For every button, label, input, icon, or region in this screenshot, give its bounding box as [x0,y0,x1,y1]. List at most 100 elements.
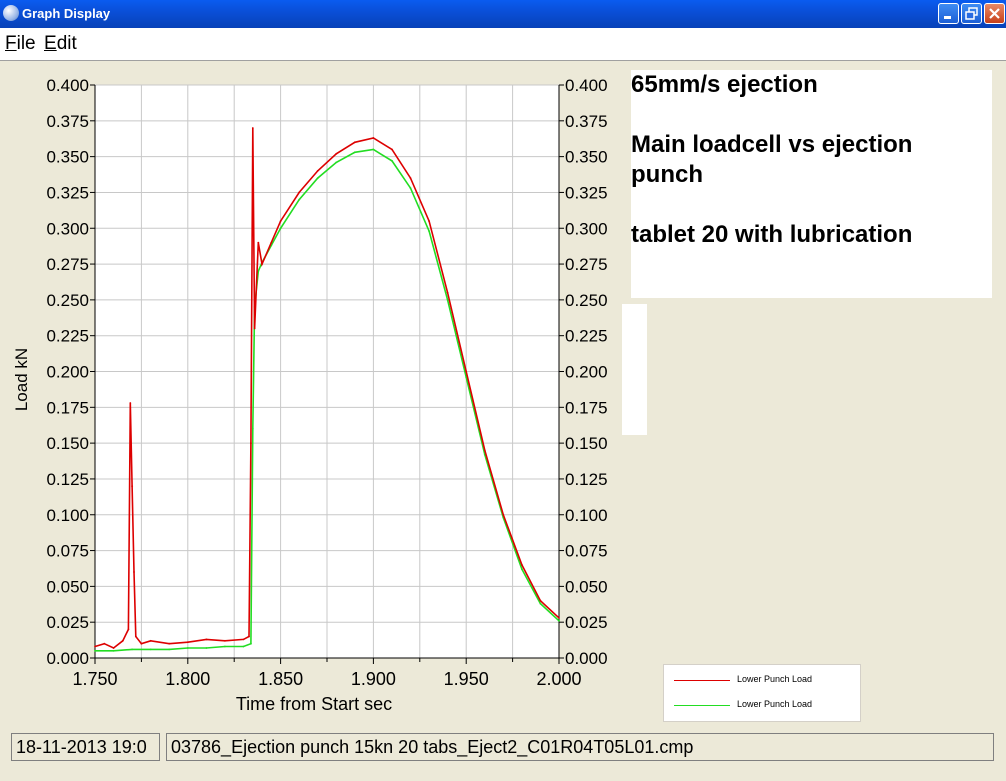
legend-swatch-green [674,705,730,706]
y-tick-label-right: 0.325 [565,183,608,202]
series-point [131,648,134,651]
x-tick-label: 1.800 [165,669,210,689]
series-point [502,513,505,516]
y-tick-label-left: 0.325 [46,183,89,202]
series-point [129,402,132,404]
legend-label-1: Lower Punch Load [737,674,813,684]
minimize-icon [944,16,951,19]
series-point [140,642,143,645]
series-point [131,485,134,487]
series-point [224,639,226,642]
x-tick-label: 1.850 [258,669,303,689]
series-point [94,645,96,648]
notes-line-2: Main loadcell vs ejection [631,131,913,158]
series-point [298,191,301,194]
close-button[interactable] [984,3,1005,24]
series-point [112,649,115,652]
series-point [186,641,189,644]
series-point [250,642,252,645]
series-point [372,148,375,151]
series-point [446,291,449,294]
series-point [261,263,263,265]
series-point [121,639,124,642]
notes-line-1: 65mm/s ejection [631,71,818,98]
series-point [316,177,319,179]
series-point [465,370,468,373]
y-tick-label-right: 0.075 [565,542,608,561]
series-point [298,198,301,201]
y-tick-label-right: 0.150 [565,434,608,453]
restore-icon [965,7,978,20]
y-tick-label-left: 0.225 [46,327,89,346]
series-point [134,635,137,638]
series-point [446,299,449,301]
series-point [168,642,171,645]
series-point [521,564,523,566]
series-point [133,571,135,573]
x-axis-title: Time from Start sec [236,694,392,714]
legend-label-2: Lower Punch Load [737,699,813,709]
menu-file[interactable]: File [5,33,36,55]
y-tick-label-left: 0.275 [46,255,89,274]
series-point [353,141,356,144]
x-tick-label: 1.750 [72,669,117,689]
title-bar: Graph Display [0,0,1006,28]
series-point [149,648,152,651]
series-point [428,230,430,233]
series-point [251,427,254,430]
y-tick-label-left: 0.075 [46,542,89,561]
menu-file-label: ile [16,33,36,54]
y-tick-label-left: 0.125 [46,470,89,489]
series-point [250,442,252,444]
series-point [316,170,319,172]
y-tick-label-left: 0.375 [46,112,89,131]
x-tick-label: 1.950 [444,669,489,689]
series-point [353,151,356,154]
y-tick-label-left: 0.200 [46,363,89,382]
series-point [149,639,152,642]
y-tick-label-right: 0.125 [565,470,608,489]
x-tick-label: 2.000 [536,669,581,689]
y-tick-label-right: 0.400 [565,76,608,95]
y-tick-label-left: 0.175 [46,398,89,417]
series-point [335,161,338,164]
notes-panel: 65mm/s ejection Main loadcell vs ejectio… [631,70,992,298]
y-tick-label-left: 0.400 [46,76,89,95]
series-point [127,628,130,631]
series-point [409,177,412,179]
legend-swatch-red [674,680,730,681]
y-tick-label-left: 0.025 [46,613,89,632]
y-tick-label-left: 0.050 [46,577,89,596]
menu-edit-label: dit [56,33,77,54]
series-point [242,638,245,641]
y-tick-label-right: 0.375 [565,112,608,131]
series-point [372,137,375,139]
notes-line-3: punch [631,161,703,188]
series-point [539,602,542,605]
status-filename: 03786_Ejection punch 15kn 20 tabs_Eject2… [166,733,994,761]
y-axis-title: Load kN [12,348,31,411]
y-tick-label-left: 0.350 [46,148,89,167]
minimize-button[interactable] [938,3,959,24]
restore-button[interactable] [961,3,982,24]
series-point [253,327,256,330]
series-point [248,635,250,638]
series-point [251,127,254,129]
series-point [186,647,189,649]
y-tick-label-right: 0.200 [565,363,608,382]
y-tick-label-right: 0.175 [565,398,608,417]
series-point [521,568,523,571]
y-tick-label-right: 0.000 [565,649,608,668]
series-point [279,220,282,223]
y-tick-label-right: 0.350 [565,148,608,167]
series-point [242,645,245,648]
y-tick-label-left: 0.000 [46,649,89,668]
y-tick-label-left: 0.300 [46,219,89,238]
legend: Lower Punch Load Lower Punch Load [663,664,861,722]
y-tick-label-left: 0.250 [46,291,89,310]
series-point [279,227,282,230]
window-title: Graph Display [22,6,111,21]
series-point [103,642,106,645]
menu-edit[interactable]: Edit [44,33,77,55]
blank-panel [622,304,647,435]
